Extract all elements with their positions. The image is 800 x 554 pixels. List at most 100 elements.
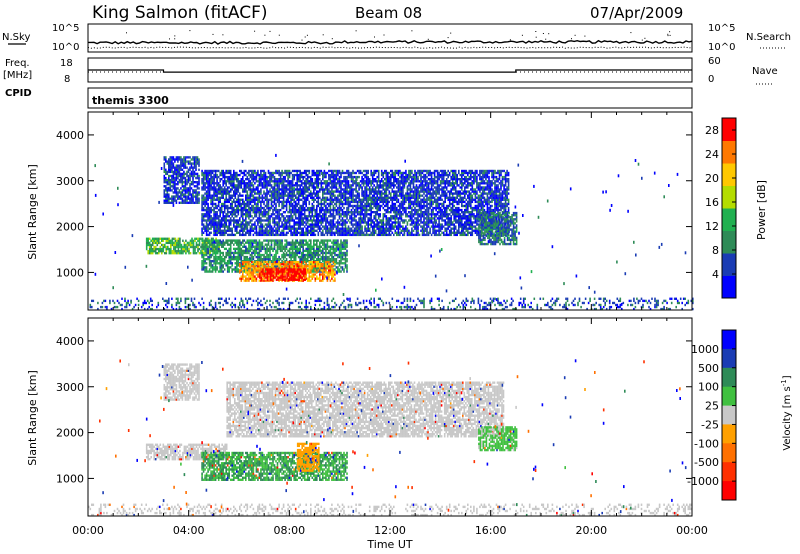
range-cell [196,162,199,165]
range-cell [303,206,306,210]
range-cell [306,221,309,224]
range-cell [313,184,315,187]
range-cell [294,231,297,234]
range-cell [328,173,330,177]
range-cell [323,260,326,263]
range-cell [322,243,324,246]
range-cell [252,173,255,177]
range-cell [243,173,246,177]
range-cell [254,175,256,179]
range-cell [252,206,255,210]
range-cell [192,239,195,242]
range-cell [222,229,224,232]
range-cell [229,233,232,237]
range-cell [317,202,320,206]
range-cell [217,190,220,193]
range-cell [178,158,181,161]
range-cell [285,194,288,197]
range-cell [208,255,211,259]
range-cell [290,276,293,279]
range-cell [281,260,283,263]
range-cell [290,196,292,199]
range-cell [239,225,241,228]
range-cell [193,201,196,204]
range-cell [280,278,282,281]
range-cell [187,189,190,192]
range-cell [207,233,209,237]
range-cell [192,197,194,200]
range-cell [306,265,309,268]
range-cell [186,156,188,159]
range-cell [228,211,230,214]
range-cell [338,215,341,218]
range-cell [225,188,227,191]
range-cell [231,196,233,199]
range-cell [240,227,243,230]
range-cell [299,180,301,183]
range-cell [347,180,350,183]
range-cell [326,243,329,246]
range-cell [299,260,301,263]
range-cell [255,255,258,259]
range-cell [210,188,212,191]
range-cell [210,270,212,273]
range-cell [242,202,244,206]
range-cell [236,264,238,267]
range-cell [282,253,285,257]
range-cell [300,194,303,197]
range-cell [223,173,226,177]
range-cell [252,258,255,261]
range-cell [282,175,285,179]
range-cell [284,186,286,189]
range-cell [290,202,292,206]
range-cell [305,263,307,266]
range-cell [266,196,268,199]
range-cell [202,264,205,267]
range-cell [326,258,329,261]
range-cell [340,243,342,246]
range-cell [246,241,249,244]
range-cell [245,188,247,191]
range-cell [337,213,339,216]
range-cell [175,201,178,204]
range-cell [233,208,235,212]
range-cell [254,215,256,218]
range-cell [274,276,276,279]
range-cell [281,223,283,226]
freq-label: Freq. [5,58,30,69]
range-cell [263,276,266,279]
range-cell [288,175,291,179]
range-cell [311,182,314,185]
range-cell [196,174,199,178]
range-cell [303,261,306,264]
range-cell [194,237,196,240]
range-cell [245,279,247,282]
range-cell [181,162,184,165]
range-cell [331,213,333,216]
range-cell [255,198,258,201]
range-cell [278,270,281,273]
range-cell [198,247,201,251]
range-cell [294,188,297,191]
range-cell [249,202,252,206]
range-cell [344,213,347,216]
range-cell [305,269,307,272]
range-cell [246,171,249,175]
range-cell [243,213,246,216]
range-cell [201,227,203,230]
range-cell [231,194,233,197]
range-cell [258,263,261,266]
range-cell [284,175,286,179]
range-cell [257,192,259,195]
range-cell [260,243,262,246]
range-cell [236,227,238,230]
range-cell [308,279,311,282]
range-cell [273,208,276,212]
range-cell [270,184,273,187]
range-cell [275,208,277,212]
range-cell [344,255,347,259]
range-cell [272,221,274,224]
range-cell [220,194,223,197]
range-cell [216,227,218,230]
range-cell [201,255,203,259]
